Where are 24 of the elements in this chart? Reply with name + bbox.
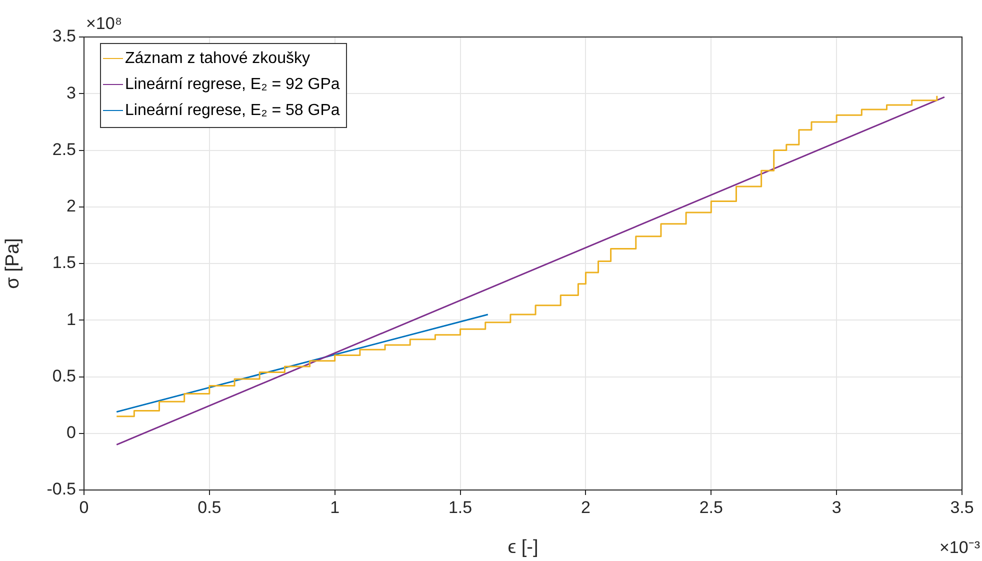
- y-axis-title: σ [Pa]: [2, 238, 24, 289]
- y-tick-label: -0.5: [46, 480, 76, 499]
- y-tick-label: 1.5: [52, 253, 76, 272]
- legend-label: Záznam z tahové zkoušky: [125, 50, 310, 67]
- y-tick-label: 1: [66, 310, 76, 329]
- text: ×10⁸: [86, 14, 122, 34]
- x-tick-label: 1.5: [448, 498, 472, 517]
- x-tick-label: 3: [832, 498, 842, 517]
- text: ×10⁻³: [940, 538, 980, 558]
- x-tick-label: 3.5: [950, 498, 974, 517]
- y-tick-label: 0: [66, 423, 76, 442]
- y-tick-label: 3.5: [52, 26, 76, 46]
- y-tick-label: 2.5: [52, 140, 76, 159]
- x-tick-label: 0: [79, 498, 89, 517]
- x-axis-title: ϵ [-]: [508, 536, 538, 558]
- x-tick-label: 2: [580, 498, 590, 517]
- legend-label: Lineární regrese, E₂ = 58 GPa: [125, 102, 340, 119]
- y-tick-label: 2: [66, 196, 76, 216]
- x-tick-label: 2.5: [699, 498, 723, 517]
- y-tick-label: 3: [66, 83, 76, 102]
- legend-label: Lineární regrese, E₂ = 92 GPa: [125, 76, 340, 93]
- x-tick-label: 1: [330, 498, 340, 517]
- y-tick-label: 0.5: [52, 366, 76, 386]
- x-tick-label: 0.5: [198, 498, 222, 517]
